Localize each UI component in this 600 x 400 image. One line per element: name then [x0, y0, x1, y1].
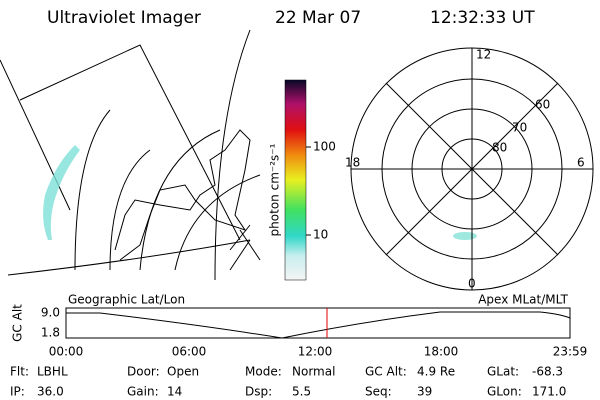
title: Ultraviolet Imager	[47, 8, 201, 28]
date: 22 Mar 07	[275, 8, 361, 28]
aurora	[43, 145, 477, 240]
info-value: -68.3	[532, 365, 563, 379]
colorbar-tick-label: 100	[313, 140, 336, 154]
info-label: Mode:	[245, 365, 282, 379]
timeline-xtick: 06:00	[172, 345, 207, 359]
mlt-label: 0	[468, 277, 476, 291]
info-value: Open	[167, 365, 199, 379]
info-label: Gain:	[127, 385, 159, 399]
info-value: 39	[417, 385, 432, 399]
info-value: 36.0	[37, 385, 64, 399]
info-label: Dsp:	[245, 385, 272, 399]
info-label: GLon:	[487, 385, 522, 399]
timeline-ylabel: GC Alt	[11, 304, 25, 342]
info-value: Normal	[292, 365, 335, 379]
info-value: LBHL	[37, 365, 68, 379]
info-label: IP:	[10, 385, 25, 399]
timeline-left-title: Geographic Lat/Lon	[68, 293, 185, 307]
info-value: 171.0	[532, 385, 566, 399]
time: 12:32:33 UT	[430, 8, 535, 28]
map	[0, 29, 261, 281]
timeline-xtick: 12:00	[298, 345, 333, 359]
timeline-frame	[65, 307, 571, 339]
lat-label: 70	[512, 121, 527, 135]
colorbar	[284, 79, 307, 281]
timeline-xtick: 23:59	[553, 345, 588, 359]
info-label: GLat:	[487, 365, 519, 379]
info-value: 5.5	[292, 385, 311, 399]
timeline-xtick: 18:00	[424, 345, 459, 359]
mlt-label: 6	[577, 156, 585, 170]
info-value: 4.9 Re	[417, 365, 455, 379]
info-value: 14	[167, 385, 182, 399]
timeline-ytick: 9.0	[41, 306, 60, 320]
info-label: Flt:	[10, 365, 29, 379]
lat-label: 80	[492, 141, 507, 155]
mlt-label: 18	[345, 156, 360, 170]
polar-grid	[350, 47, 594, 291]
colorbar-label: photon cm⁻²s⁻¹	[268, 143, 282, 236]
timeline-ytick: 1.8	[41, 326, 60, 340]
lat-label: 60	[535, 98, 550, 112]
info-label: Seq:	[365, 385, 392, 399]
timeline-xtick: 00:00	[49, 345, 84, 359]
info: Flt: LBHL Door: Open Mode: Normal GC Alt: 4.9 R…	[10, 365, 566, 399]
info-label: GC Alt:	[365, 365, 407, 379]
mlt-label: 12	[476, 48, 491, 62]
timeline-right-title: Apex MLat/MLT	[478, 293, 568, 307]
info-label: Door:	[127, 365, 160, 379]
timeline-curve	[66, 311, 571, 339]
colorbar-tick-label: 10	[313, 228, 328, 242]
